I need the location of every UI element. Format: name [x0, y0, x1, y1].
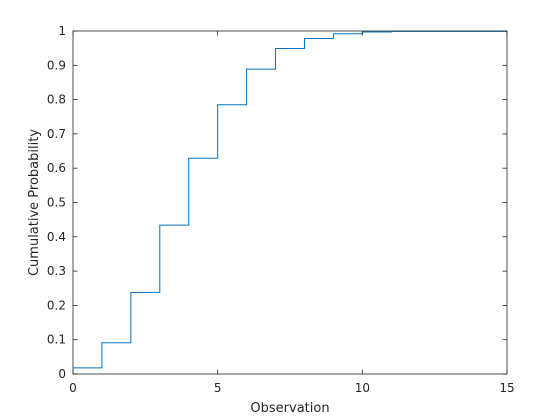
y-tick-label: 0.1	[47, 333, 66, 347]
y-tick-label: 0.9	[47, 58, 66, 72]
y-tick-label: 0.6	[47, 161, 66, 175]
y-tick-label: 0.4	[47, 230, 66, 244]
y-tick-label: 0.3	[47, 264, 66, 278]
x-tick-label: 0	[69, 381, 77, 395]
plot-background	[73, 31, 507, 374]
x-tick-label: 5	[214, 381, 222, 395]
x-tick-label: 15	[499, 381, 514, 395]
y-tick-label: 0.7	[47, 127, 66, 141]
x-axis-title: Observation	[250, 401, 329, 416]
y-tick-label: 1	[58, 24, 66, 38]
y-tick-label: 0.2	[47, 298, 66, 312]
x-tick-label: 10	[355, 381, 370, 395]
y-axis-title: Cumulative Probability	[27, 129, 42, 276]
y-tick-label: 0.5	[47, 196, 66, 210]
tick-layer: 0 5 10 15 0 0.1 0.2 0.3 0.4 0.5 0.6 0.7 0.8 0.9 1	[47, 24, 515, 395]
plot-frame	[72, 30, 508, 375]
y-tick-label: 0	[58, 367, 66, 381]
y-tick-label: 0.8	[47, 93, 66, 107]
